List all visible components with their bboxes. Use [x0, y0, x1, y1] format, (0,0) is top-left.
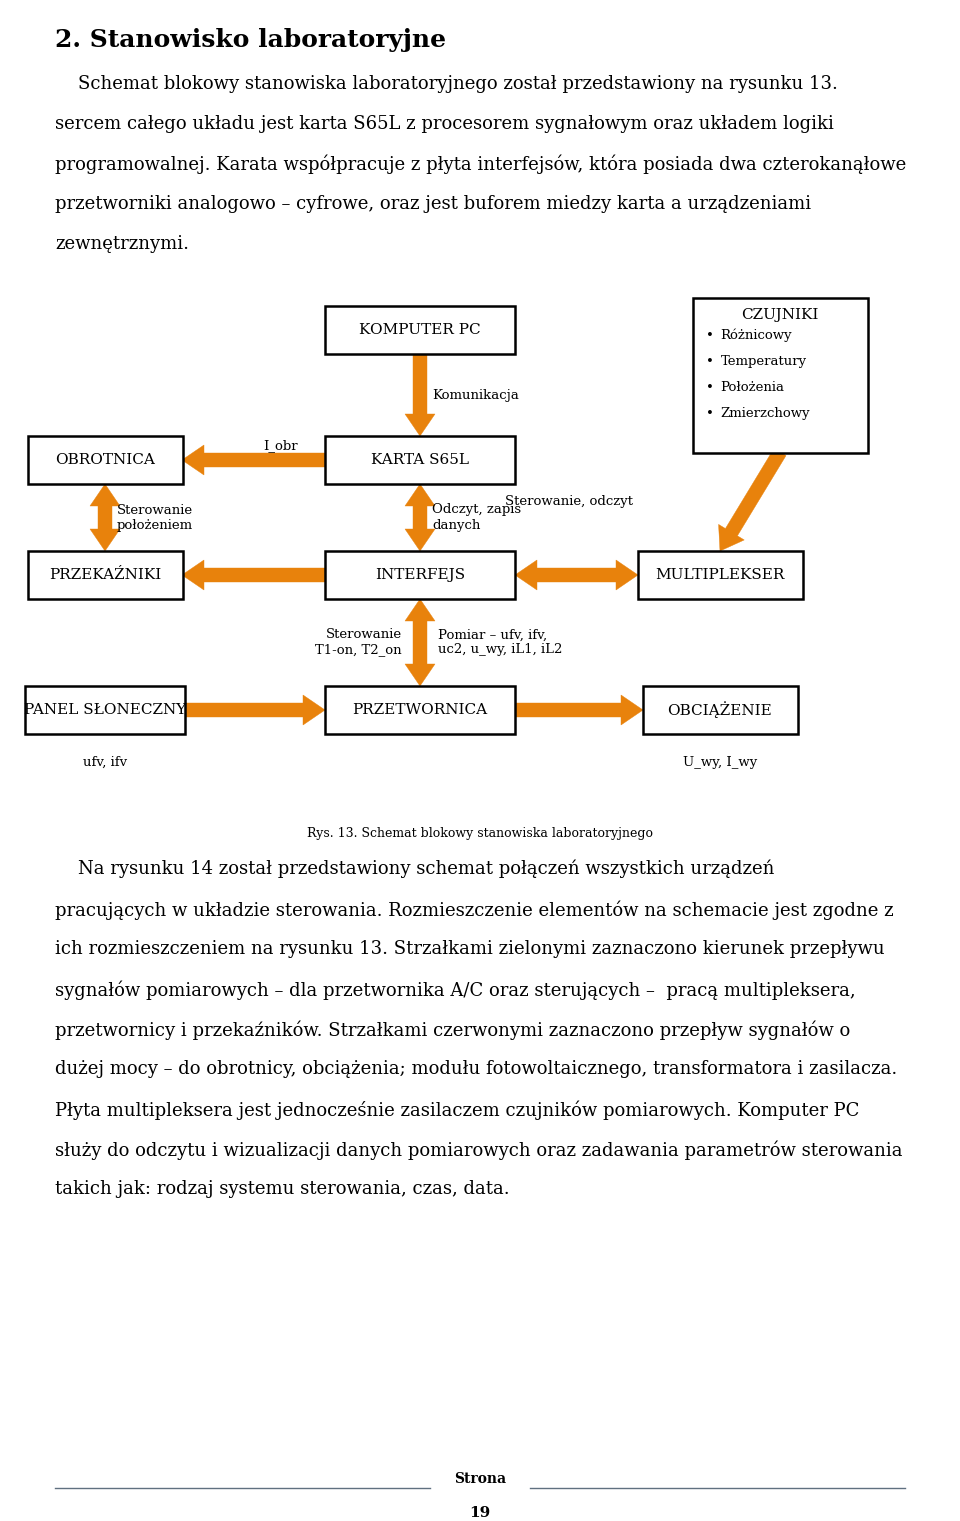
- Text: U_wy, I_wy: U_wy, I_wy: [683, 756, 757, 770]
- Text: •: •: [707, 354, 714, 368]
- Polygon shape: [719, 449, 786, 551]
- Text: takich jak: rodzaj systemu sterowania, czas, data.: takich jak: rodzaj systemu sterowania, c…: [55, 1180, 510, 1199]
- FancyBboxPatch shape: [692, 298, 868, 453]
- Text: zewnętrznymi.: zewnętrznymi.: [55, 236, 189, 252]
- Text: PRZEKAŹNIKI: PRZEKAŹNIKI: [49, 567, 161, 583]
- Polygon shape: [515, 560, 638, 590]
- FancyBboxPatch shape: [28, 551, 182, 599]
- Text: przetworniki analogowo – cyfrowe, oraz jest buforem miedzy karta a urządzeniami: przetworniki analogowo – cyfrowe, oraz j…: [55, 195, 811, 213]
- Text: pracujących w układzie sterowania. Rozmieszczenie elementów na schemacie jest zg: pracujących w układzie sterowania. Rozmi…: [55, 900, 894, 920]
- Text: KOMPUTER PC: KOMPUTER PC: [359, 322, 481, 338]
- FancyBboxPatch shape: [325, 437, 515, 484]
- Text: służy do odczytu i wizualizacji danych pomiarowych oraz zadawania parametrów ste: służy do odczytu i wizualizacji danych p…: [55, 1141, 902, 1159]
- Text: •: •: [707, 380, 714, 394]
- Text: PANEL SŁONECZNY: PANEL SŁONECZNY: [24, 703, 186, 716]
- Text: programowalnej. Karata współpracuje z płyta interfejsów, która posiada dwa czter: programowalnej. Karata współpracuje z pł…: [55, 155, 906, 175]
- Text: Odczyt, zapis
danych: Odczyt, zapis danych: [432, 503, 521, 531]
- Polygon shape: [185, 695, 325, 726]
- Text: Schemat blokowy stanowiska laboratoryjnego został przedstawiony na rysunku 13.: Schemat blokowy stanowiska laboratoryjne…: [55, 75, 838, 93]
- Text: Zmierzchowy: Zmierzchowy: [721, 408, 810, 420]
- Text: Pomiar – ufv, ifv,
uc2, u_wy, iL1, iL2: Pomiar – ufv, ifv, uc2, u_wy, iL1, iL2: [438, 628, 563, 657]
- Text: sercem całego układu jest karta S65L z procesorem sygnałowym oraz układem logiki: sercem całego układu jest karta S65L z p…: [55, 116, 834, 132]
- Polygon shape: [405, 599, 435, 686]
- Text: Sterowanie
położeniem: Sterowanie położeniem: [117, 503, 193, 531]
- FancyBboxPatch shape: [25, 686, 185, 735]
- Text: ufv, ifv: ufv, ifv: [83, 756, 127, 770]
- FancyBboxPatch shape: [642, 686, 798, 735]
- Polygon shape: [182, 560, 325, 590]
- Text: Strona: Strona: [454, 1472, 506, 1486]
- Text: Na rysunku 14 został przedstawiony schemat połączeń wszystkich urządzeń: Na rysunku 14 został przedstawiony schem…: [55, 859, 775, 879]
- Text: przetwornicy i przekaźników. Strzałkami czerwonymi zaznaczono przepływ sygnałów : przetwornicy i przekaźników. Strzałkami …: [55, 1021, 851, 1039]
- Polygon shape: [515, 695, 643, 726]
- Text: Sterowanie
T1-on, T2_on: Sterowanie T1-on, T2_on: [316, 628, 402, 657]
- Text: Temperatury: Temperatury: [721, 354, 806, 368]
- Text: MULTIPLEKSER: MULTIPLEKSER: [656, 567, 784, 583]
- Text: Rys. 13. Schemat blokowy stanowiska laboratoryjnego: Rys. 13. Schemat blokowy stanowiska labo…: [307, 827, 653, 840]
- Text: CZUJNIKI: CZUJNIKI: [741, 309, 819, 322]
- Text: Komunikacja: Komunikacja: [432, 388, 518, 402]
- Text: Sterowanie, odczyt: Sterowanie, odczyt: [505, 494, 633, 508]
- FancyBboxPatch shape: [28, 437, 182, 484]
- FancyBboxPatch shape: [325, 686, 515, 735]
- Text: •: •: [707, 329, 714, 342]
- Text: INTERFEJS: INTERFEJS: [375, 567, 465, 583]
- Text: dużej mocy – do obrotnicy, obciążenia; modułu fotowoltaicznego, transformatora i: dużej mocy – do obrotnicy, obciążenia; m…: [55, 1060, 898, 1078]
- Text: 2. Stanowisko laboratoryjne: 2. Stanowisko laboratoryjne: [55, 27, 446, 52]
- Polygon shape: [405, 354, 435, 437]
- FancyBboxPatch shape: [325, 306, 515, 354]
- Text: Różnicowy: Różnicowy: [721, 329, 792, 342]
- Text: OBROTNICA: OBROTNICA: [55, 453, 155, 467]
- FancyBboxPatch shape: [637, 551, 803, 599]
- Text: sygnałów pomiarowych – dla przetwornika A/C oraz sterujących –  pracą multipleks: sygnałów pomiarowych – dla przetwornika …: [55, 980, 855, 999]
- FancyBboxPatch shape: [325, 551, 515, 599]
- Text: PRZETWORNICA: PRZETWORNICA: [352, 703, 488, 716]
- Text: KARTA S65L: KARTA S65L: [371, 453, 469, 467]
- Text: Położenia: Położenia: [721, 380, 784, 394]
- Text: ich rozmieszczeniem na rysunku 13. Strzałkami zielonymi zaznaczono kierunek prze: ich rozmieszczeniem na rysunku 13. Strza…: [55, 940, 884, 958]
- Polygon shape: [182, 446, 325, 475]
- Text: OBCIĄŻENIE: OBCIĄŻENIE: [667, 701, 773, 718]
- Polygon shape: [90, 484, 120, 551]
- Text: Płyta multipleksera jest jednocześnie zasilaczem czujników pomiarowych. Komputer: Płyta multipleksera jest jednocześnie za…: [55, 1100, 859, 1119]
- Text: I_obr: I_obr: [263, 440, 299, 453]
- Polygon shape: [405, 484, 435, 551]
- Text: •: •: [707, 408, 714, 420]
- Text: 19: 19: [469, 1506, 491, 1519]
